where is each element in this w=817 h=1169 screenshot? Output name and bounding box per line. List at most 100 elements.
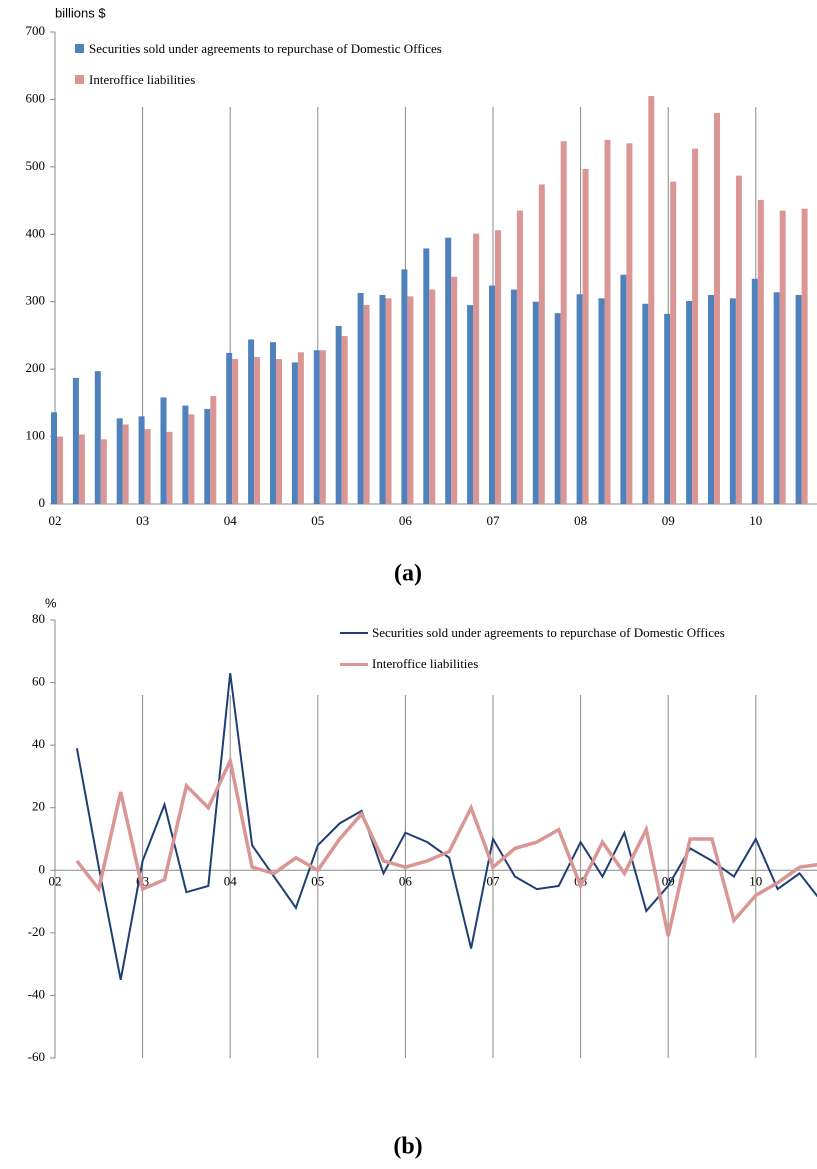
- y-tick-label: 100: [26, 428, 46, 443]
- legend-entry: Interoffice liabilities: [75, 71, 635, 88]
- x-tick-label: 07: [487, 513, 501, 528]
- bar: [57, 436, 63, 504]
- x-tick-label: 06: [399, 513, 413, 528]
- x-tick-label: 09: [662, 873, 675, 888]
- y-tick-label: 600: [26, 90, 46, 105]
- bar: [254, 357, 261, 504]
- x-tick-label: 04: [224, 873, 238, 888]
- x-tick-label: 10: [749, 513, 762, 528]
- bar: [714, 112, 720, 505]
- bar: [554, 313, 561, 504]
- bar: [779, 210, 786, 504]
- y-tick-label: 0: [39, 495, 46, 510]
- bar: [751, 278, 758, 504]
- bar: [773, 292, 780, 504]
- bar: [160, 397, 167, 504]
- legend-entry: Securities sold under agreements to repu…: [340, 624, 810, 641]
- bar: [576, 294, 583, 504]
- bar: [735, 175, 742, 504]
- legend-label: Securities sold under agreements to repu…: [372, 625, 725, 640]
- legend-label: Interoffice liabilities: [89, 72, 196, 87]
- bar: [291, 362, 298, 504]
- x-tick-label: 07: [487, 873, 501, 888]
- y-tick-label: -60: [28, 1049, 45, 1064]
- bar: [401, 269, 408, 504]
- x-tick-label: 02: [49, 513, 62, 528]
- bar: [495, 230, 501, 505]
- bar: [467, 305, 474, 504]
- caption: (a): [394, 561, 422, 587]
- legend-swatch: [340, 663, 368, 666]
- bar: [94, 371, 101, 504]
- bar: [692, 148, 699, 504]
- y-tick-label: 700: [26, 23, 46, 38]
- bar: [489, 285, 495, 504]
- y-tick-label: 500: [26, 158, 46, 173]
- bar: [757, 199, 764, 504]
- bar: [670, 181, 677, 505]
- y-axis-unit: billions $: [55, 5, 106, 20]
- line: [75, 673, 817, 980]
- y-tick-label: -40: [28, 986, 45, 1001]
- bar: [729, 298, 736, 504]
- legend: Securities sold under agreements to repu…: [340, 624, 810, 686]
- legend-swatch: [75, 44, 84, 53]
- bar: [270, 342, 276, 504]
- bar: [182, 405, 189, 504]
- legend-entry: Securities sold under agreements to repu…: [75, 40, 635, 57]
- bar: [598, 298, 605, 504]
- bar: [423, 248, 430, 504]
- bar: [78, 434, 85, 504]
- bar: [648, 96, 655, 505]
- y-tick-label: 200: [26, 360, 46, 375]
- bar: [100, 439, 107, 504]
- bar: [379, 294, 386, 504]
- x-tick-label: 03: [136, 513, 149, 528]
- legend-label: Securities sold under agreements to repu…: [89, 41, 442, 56]
- legend-entry: Interoffice liabilities: [340, 655, 810, 672]
- x-tick-label: 06: [399, 873, 413, 888]
- x-tick-label: 05: [311, 513, 324, 528]
- bar: [341, 336, 348, 504]
- bar: [144, 429, 151, 504]
- y-tick-label: -20: [28, 924, 45, 939]
- bar: [407, 296, 414, 504]
- legend-swatch: [75, 75, 84, 84]
- x-tick-label: 08: [574, 513, 587, 528]
- bar: [166, 431, 173, 504]
- bar: [516, 210, 523, 504]
- caption: (b): [393, 1134, 422, 1160]
- bar: [620, 274, 627, 504]
- bar: [560, 141, 567, 504]
- bar: [532, 301, 539, 504]
- legend-label: Interoffice liabilities: [372, 656, 479, 671]
- bar: [686, 301, 693, 504]
- y-tick-label: 80: [32, 611, 45, 626]
- bar: [473, 233, 480, 504]
- y-tick-label: 20: [32, 799, 45, 814]
- bar: [604, 139, 611, 504]
- y-tick-label: 60: [32, 674, 45, 689]
- line: [75, 755, 817, 937]
- bar: [232, 359, 239, 504]
- bar: [795, 294, 802, 504]
- bar: [248, 339, 255, 504]
- bar: [642, 303, 649, 504]
- bar: [116, 418, 123, 504]
- y-tick-label: 0: [39, 861, 46, 876]
- bar: [538, 184, 545, 505]
- legend: Securities sold under agreements to repu…: [75, 40, 635, 102]
- bar: [363, 305, 370, 504]
- bar: [445, 237, 452, 504]
- bar: [188, 414, 195, 504]
- bar: [72, 377, 79, 504]
- bar: [708, 294, 714, 504]
- bar: [357, 292, 364, 504]
- bar: [801, 208, 808, 505]
- x-tick-label: 04: [224, 513, 238, 528]
- x-tick-label: 10: [749, 873, 762, 888]
- bar: [385, 298, 392, 504]
- x-tick-label: 09: [662, 513, 675, 528]
- bar: [664, 313, 671, 504]
